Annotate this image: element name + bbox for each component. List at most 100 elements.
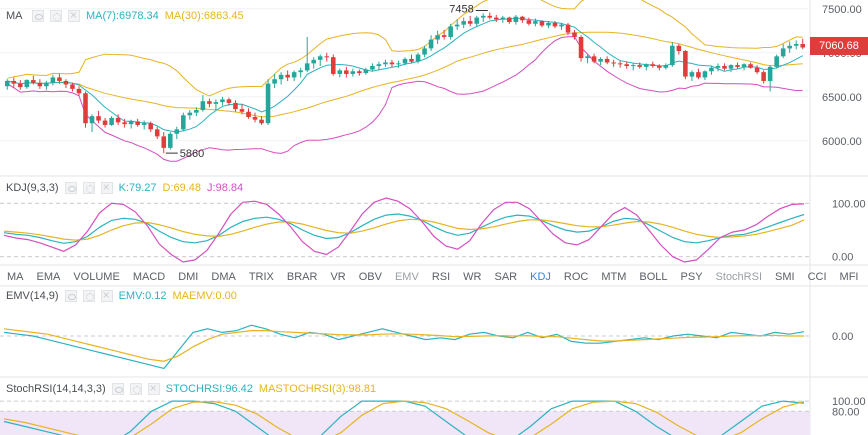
- tab-mtm[interactable]: MTM: [601, 271, 627, 283]
- candle-body: [83, 93, 88, 124]
- candle-body: [428, 39, 434, 49]
- tab-dmi[interactable]: DMI: [178, 271, 199, 283]
- tab-obv[interactable]: OBV: [358, 271, 382, 283]
- tab-boll[interactable]: BOLL: [639, 271, 668, 283]
- candle-body: [624, 64, 629, 66]
- candle-body: [291, 72, 297, 78]
- candle-body: [317, 56, 323, 60]
- boll-lower-line: [7, 36, 803, 162]
- candle-body: [50, 77, 56, 83]
- candle-body: [487, 15, 493, 18]
- candle-body: [415, 54, 421, 62]
- candle-body: [37, 82, 43, 87]
- candle-body: [611, 62, 616, 64]
- tab-wr[interactable]: WR: [463, 271, 482, 283]
- candle-body: [161, 136, 167, 148]
- ma30-line: [7, 31, 803, 118]
- candle-body: [376, 64, 382, 66]
- close-icon[interactable]: [147, 381, 160, 395]
- tab-vr[interactable]: VR: [330, 271, 346, 283]
- candle-body: [396, 63, 401, 65]
- close-icon[interactable]: [100, 180, 113, 194]
- candle-body: [194, 110, 199, 113]
- candle-body: [480, 15, 486, 18]
- eye-icon[interactable]: [64, 182, 77, 194]
- candle-body: [761, 72, 766, 81]
- candle-body: [696, 72, 701, 78]
- tab-ma[interactable]: MA: [7, 271, 24, 283]
- tab-brar[interactable]: BRAR: [286, 271, 318, 283]
- candle-body: [643, 64, 649, 67]
- gear-icon[interactable]: [50, 10, 62, 22]
- candle-body: [344, 70, 349, 74]
- candle-body: [715, 66, 721, 68]
- tab-cci[interactable]: CCI: [807, 271, 827, 283]
- candle-body: [513, 16, 519, 22]
- candle-body: [533, 21, 538, 24]
- eye-icon[interactable]: [64, 290, 77, 302]
- candle-body: [435, 35, 440, 40]
- candle-body: [102, 120, 108, 125]
- candle-body: [233, 102, 238, 110]
- tab-ema[interactable]: EMA: [36, 271, 61, 283]
- candle-body: [109, 117, 114, 125]
- kdj-j-line: [3, 197, 805, 263]
- ma-legend: MA MA(7):6978.34 MA(30):6863.45: [6, 8, 244, 24]
- candle-body: [585, 56, 590, 59]
- kdj-legend: KDJ(9,3,3) K:79.27 D:69.48 J:98.84: [6, 180, 243, 196]
- candle-body: [500, 17, 506, 20]
- low-annotation: 5860: [180, 148, 204, 160]
- eye-icon[interactable]: [111, 383, 124, 395]
- tab-macd[interactable]: MACD: [132, 271, 166, 283]
- kdj-j-value: J:98.84: [207, 182, 244, 194]
- candle-body: [324, 56, 330, 58]
- tab-volume[interactable]: VOLUME: [73, 271, 120, 283]
- tab-roc[interactable]: ROC: [563, 271, 589, 283]
- candle-body: [474, 17, 480, 24]
- gear-icon[interactable]: [82, 182, 95, 194]
- stochrsi-value: STOCHRSI:96.42: [165, 383, 253, 395]
- stochrsi-legend: StochRSI(14,14,3,3) STOCHRSI:96.42 MASTO…: [6, 381, 376, 397]
- candle-body: [57, 77, 62, 81]
- tab-atr[interactable]: ATR: [864, 271, 868, 283]
- gear-icon[interactable]: [129, 383, 142, 395]
- candle-body: [709, 67, 714, 72]
- candle-body: [304, 63, 310, 71]
- candle-body: [18, 83, 23, 88]
- candle-body: [285, 74, 290, 78]
- tab-trix[interactable]: TRIX: [248, 271, 274, 283]
- tab-emv[interactable]: EMV: [394, 271, 419, 283]
- candle-body: [141, 123, 147, 125]
- tab-mfi[interactable]: MFI: [839, 271, 859, 283]
- price-tick-label: 7500.00: [822, 4, 862, 16]
- tab-dma[interactable]: DMA: [211, 271, 236, 283]
- gear-icon[interactable]: [82, 290, 95, 302]
- tab-sar[interactable]: SAR: [494, 271, 518, 283]
- candle-body: [181, 115, 186, 130]
- candle-body: [63, 80, 69, 85]
- candle-body: [676, 45, 682, 52]
- emv-value: EMV:0.12: [118, 290, 167, 302]
- candle-body: [800, 44, 806, 48]
- candle-body: [422, 48, 427, 55]
- tab-kdj[interactable]: KDJ: [530, 271, 551, 283]
- ma7-value: MA(7):6978.34: [86, 10, 159, 22]
- tab-smi[interactable]: SMI: [775, 271, 795, 283]
- close-icon[interactable]: [100, 288, 113, 302]
- candle-body: [454, 24, 460, 27]
- tab-stochrsi[interactable]: StochRSI: [715, 271, 763, 283]
- kdj-d-line: [3, 218, 805, 241]
- candle-body: [409, 58, 414, 62]
- tab-rsi[interactable]: RSI: [431, 271, 451, 283]
- eye-icon[interactable]: [32, 10, 44, 22]
- candle-body: [363, 69, 369, 74]
- tab-psy[interactable]: PSY: [680, 271, 703, 283]
- close-icon[interactable]: [68, 8, 80, 22]
- candle-body: [167, 133, 173, 148]
- candle-body: [207, 101, 212, 104]
- candle-body: [683, 51, 688, 77]
- candle-body: [461, 21, 466, 25]
- candle-body: [357, 71, 362, 74]
- candle-body: [330, 57, 336, 74]
